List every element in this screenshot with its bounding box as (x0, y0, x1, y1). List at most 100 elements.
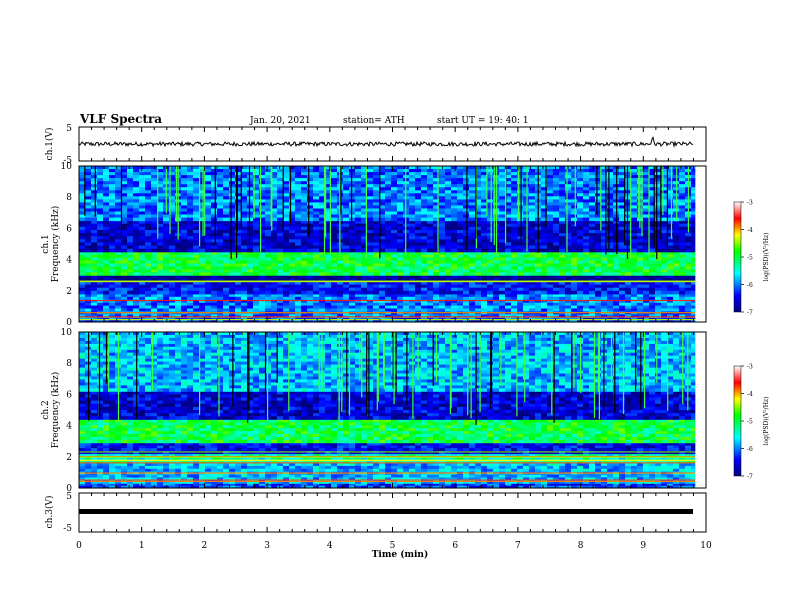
spectrogram-cell (349, 314, 356, 318)
spectrogram-cell (439, 242, 446, 247)
spectrogram-cell (277, 263, 284, 267)
spectrogram-cell (577, 223, 584, 228)
spectrogram-cell (265, 226, 272, 231)
spectrogram-cell (385, 314, 392, 318)
spectrogram-cell (259, 290, 266, 295)
spectrogram-cell (253, 181, 260, 185)
spectrogram-cell (103, 166, 110, 170)
spectrogram-cell (313, 239, 320, 243)
spectrogram-cell (319, 190, 326, 194)
spectrogram-cell (655, 172, 662, 176)
spectrogram-cell (103, 196, 110, 200)
spectrogram-cell (601, 245, 608, 250)
spectrogram-cell (595, 281, 602, 286)
spectrogram-cell (319, 272, 326, 276)
spectrogram-cell (445, 242, 452, 247)
spectrogram-cell (499, 284, 506, 289)
spectrogram-cell (325, 223, 332, 228)
spectrogram-cell (139, 172, 146, 176)
spectrogram-cell (181, 272, 188, 276)
spectrogram-cell (367, 236, 374, 240)
spectrogram-cell (103, 251, 110, 256)
spectrogram-cell (211, 196, 218, 200)
spectrogram-cell (289, 278, 296, 282)
spectrogram-cell (433, 251, 440, 256)
spectrogram-cell (505, 296, 512, 301)
spectrogram-cell (121, 308, 128, 312)
spectrogram-cell (79, 281, 86, 286)
spectrogram-cell (577, 287, 584, 292)
spectrogram-cell (265, 248, 272, 253)
spectrogram-cell (397, 281, 404, 286)
spectrogram-cell (643, 269, 650, 273)
spectrogram-cell (667, 284, 674, 289)
spectrogram-cell (607, 290, 614, 295)
spectrogram-cell (565, 254, 572, 259)
spectrogram-cell (313, 245, 320, 250)
spectrogram-cell (667, 184, 674, 188)
spectrogram-cell (253, 269, 260, 273)
spectrogram-cell (553, 319, 560, 323)
spectrogram-cell (367, 266, 374, 270)
spectrogram-cell (529, 257, 536, 262)
spectrogram-cell (631, 248, 638, 253)
spectrogram-cell (397, 260, 404, 265)
spectrogram-cell (127, 263, 134, 267)
spectrogram-cell (193, 251, 200, 256)
spectrogram-cell (589, 275, 596, 279)
spectrogram-cell (109, 263, 116, 267)
spectrogram-cell (367, 287, 374, 292)
spectrogram-cell (289, 226, 296, 231)
spectrogram-cell (529, 266, 536, 270)
spectrogram-cell (259, 269, 266, 273)
spectrogram-cell (283, 245, 290, 250)
spectrogram-cell (595, 290, 602, 295)
spectrogram-cell (655, 220, 662, 225)
spectrogram-cell (211, 302, 218, 307)
spectrogram-cell (685, 293, 692, 298)
spectrogram-cell (541, 166, 548, 170)
spectrogram-cell (589, 236, 596, 240)
spectrogram-cell (649, 263, 656, 267)
spectrogram-cell (331, 199, 338, 203)
spectrogram-cell (139, 281, 146, 286)
spectrogram-cell (175, 305, 182, 310)
spectrogram-cell (565, 233, 572, 237)
spectrogram-cell (553, 239, 560, 243)
spectrogram-cell (259, 202, 266, 206)
spectrogram-cell (493, 314, 500, 318)
spectrogram-cell (547, 319, 554, 323)
spectrogram-cell (565, 181, 572, 185)
spectrogram-cell (397, 319, 404, 323)
spectrogram-cell (193, 299, 200, 304)
spectrogram-cell (661, 184, 668, 188)
spectrogram-cell (535, 278, 542, 282)
spectrogram-cell (295, 254, 302, 259)
spectrogram-cell (343, 175, 350, 179)
spectrogram-cell (307, 184, 314, 188)
spectrogram-cell (631, 305, 638, 310)
spectrogram-cell (397, 230, 404, 234)
spectrogram-cell (79, 299, 86, 304)
spectrogram-cell (679, 290, 686, 295)
spectrogram-cell (373, 248, 380, 253)
spectrogram-cell (355, 254, 362, 259)
spectrogram-cell (289, 281, 296, 286)
spectrogram-cell (367, 263, 374, 267)
spectrogram-cell (223, 233, 230, 237)
spectrogram-cell (391, 305, 398, 310)
spectrogram-cell (253, 302, 260, 307)
spectrogram-cell (169, 166, 176, 170)
spectrogram-cell (409, 251, 416, 256)
spectrogram-cell (583, 308, 590, 312)
spectrogram-cell (553, 266, 560, 270)
spectrogram-cell (151, 193, 158, 197)
spectrogram-cell (289, 190, 296, 194)
spectrogram-cell (463, 290, 470, 295)
spectrogram-cell (679, 202, 686, 206)
spectrogram-cell (523, 272, 530, 276)
spectrogram-cell (529, 281, 536, 286)
spectrogram-cell (625, 290, 632, 295)
spectrogram-cell (271, 181, 278, 185)
spectrogram-cell (199, 269, 206, 273)
